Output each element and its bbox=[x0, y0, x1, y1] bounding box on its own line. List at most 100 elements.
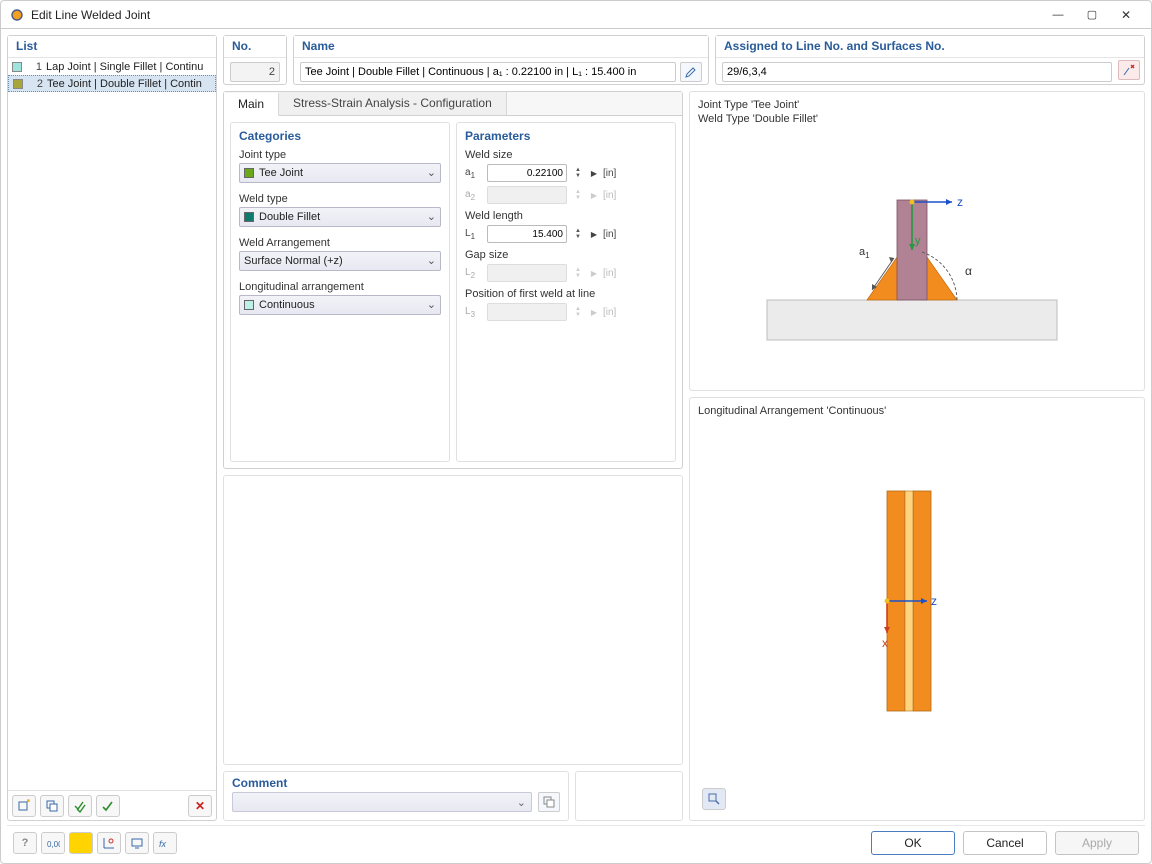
new-item-button[interactable] bbox=[12, 795, 36, 817]
joint-type-select[interactable]: Tee Joint bbox=[239, 163, 441, 183]
blank-panel bbox=[223, 475, 683, 765]
pick-line-button[interactable] bbox=[1118, 60, 1140, 80]
weld-type-select[interactable]: Double Fillet bbox=[239, 207, 441, 227]
parameters-group: Parameters Weld size a1 ▲▼ ▶ [in] bbox=[456, 122, 676, 462]
minimize-button[interactable] bbox=[1041, 4, 1075, 26]
swatch-icon bbox=[244, 168, 254, 178]
swatch-icon bbox=[12, 62, 22, 72]
pick-button[interactable] bbox=[97, 832, 121, 854]
categories-title: Categories bbox=[239, 129, 441, 143]
cancel-button[interactable]: Cancel bbox=[963, 831, 1047, 855]
right-column: No. Name Assigned to Line No. and bbox=[223, 35, 1145, 821]
small-blank-panel bbox=[575, 771, 683, 821]
weld-arrangement-label: Weld Arrangement bbox=[239, 237, 441, 249]
no-panel: No. bbox=[223, 35, 287, 85]
no-label: No. bbox=[224, 36, 286, 58]
joint-preview-line1: Joint Type 'Tee Joint' bbox=[698, 98, 1136, 112]
comment-library-button[interactable] bbox=[538, 792, 560, 812]
L3-input bbox=[487, 303, 567, 321]
tab-main[interactable]: Main bbox=[224, 93, 279, 116]
a1-input[interactable] bbox=[487, 164, 567, 182]
comment-select[interactable] bbox=[232, 792, 532, 812]
y-axis-label: y bbox=[915, 235, 921, 247]
name-panel: Name bbox=[293, 35, 709, 85]
edit-name-button[interactable] bbox=[680, 62, 702, 82]
titlebar: Edit Line Welded Joint bbox=[0, 0, 1152, 28]
tabs: Main Stress-Strain Analysis - Configurat… bbox=[224, 92, 682, 116]
maximize-button[interactable] bbox=[1075, 4, 1109, 26]
preview-column: Joint Type 'Tee Joint' Weld Type 'Double… bbox=[689, 91, 1145, 821]
joint-preview-line2: Weld Type 'Double Fillet' bbox=[698, 112, 1136, 126]
close-button[interactable] bbox=[1109, 4, 1143, 26]
dialog-frame: List 1 Lap Joint | Single Fillet | Conti… bbox=[0, 28, 1152, 864]
swatch-icon bbox=[244, 300, 254, 310]
L3-play-icon: ▶ bbox=[589, 308, 599, 317]
weld-length-label: Weld length bbox=[465, 210, 667, 222]
copy-item-button[interactable] bbox=[40, 795, 64, 817]
units-button[interactable]: 0,00 bbox=[41, 832, 65, 854]
x-axis-label: x bbox=[882, 636, 888, 650]
middle-column: Main Stress-Strain Analysis - Configurat… bbox=[223, 91, 683, 821]
a2-spinner: ▲▼ bbox=[571, 186, 585, 204]
L1-play-icon[interactable]: ▶ bbox=[589, 230, 599, 239]
help-button[interactable]: ? bbox=[13, 832, 37, 854]
a1-label: a1 bbox=[465, 167, 483, 180]
z-axis-label: z bbox=[957, 195, 963, 209]
delete-button[interactable]: ✕ bbox=[188, 795, 212, 817]
swatch-icon bbox=[13, 79, 23, 89]
tab-stress-strain[interactable]: Stress-Strain Analysis - Configuration bbox=[279, 92, 507, 115]
unit-label: [in] bbox=[603, 229, 616, 240]
assigned-field[interactable] bbox=[722, 62, 1112, 82]
name-label: Name bbox=[294, 36, 708, 58]
list-toolbar: ✕ bbox=[8, 790, 216, 820]
longitudinal-preview-title: Longitudinal Arrangement 'Continuous' bbox=[698, 404, 1136, 418]
unit-label: [in] bbox=[603, 307, 616, 318]
check-button[interactable] bbox=[96, 795, 120, 817]
weld-size-label: Weld size bbox=[465, 149, 667, 161]
list-header: List bbox=[8, 36, 216, 58]
window-title: Edit Line Welded Joint bbox=[31, 8, 150, 22]
weld-arrangement-select[interactable]: Surface Normal (+z) bbox=[239, 251, 441, 271]
L1-spinner[interactable]: ▲▼ bbox=[571, 225, 585, 243]
position-first-weld-label: Position of first weld at line bbox=[465, 288, 667, 300]
joint-diagram: z y a1 bbox=[698, 126, 1136, 384]
weld-arrangement-value: Surface Normal (+z) bbox=[244, 255, 343, 267]
categories-group: Categories Joint type Tee Joint Weld typ… bbox=[230, 122, 450, 462]
L1-input[interactable] bbox=[487, 225, 567, 243]
a2-label: a2 bbox=[465, 189, 483, 202]
apply-button: Apply bbox=[1055, 831, 1139, 855]
longitudinal-label: Longitudinal arrangement bbox=[239, 281, 441, 293]
svg-text:fx: fx bbox=[159, 839, 167, 849]
z-axis-label: z bbox=[931, 594, 937, 608]
a1-play-icon[interactable]: ▶ bbox=[589, 169, 599, 178]
list-item-label: Lap Joint | Single Fillet | Continu bbox=[46, 61, 203, 73]
list-item-num: 2 bbox=[27, 78, 43, 90]
script-button[interactable]: fx bbox=[153, 832, 177, 854]
svg-text:0,00: 0,00 bbox=[47, 840, 60, 849]
color-button[interactable] bbox=[69, 832, 93, 854]
assigned-label: Assigned to Line No. and Surfaces No. bbox=[716, 36, 1144, 58]
ok-button[interactable]: OK bbox=[871, 831, 955, 855]
name-field[interactable] bbox=[300, 62, 676, 82]
joint-preview-panel: Joint Type 'Tee Joint' Weld Type 'Double… bbox=[689, 91, 1145, 391]
list-item[interactable]: 2 Tee Joint | Double Fillet | Contin bbox=[8, 75, 216, 92]
joint-type-label: Joint type bbox=[239, 149, 441, 161]
zoom-fit-button[interactable] bbox=[702, 788, 726, 810]
L2-label: L2 bbox=[465, 267, 483, 280]
assigned-panel: Assigned to Line No. and Surfaces No. bbox=[715, 35, 1145, 85]
app-icon bbox=[9, 7, 25, 23]
longitudinal-select[interactable]: Continuous bbox=[239, 295, 441, 315]
alpha-label: α bbox=[965, 264, 972, 278]
a2-input bbox=[487, 186, 567, 204]
list-item[interactable]: 1 Lap Joint | Single Fillet | Continu bbox=[8, 58, 216, 75]
view-button[interactable] bbox=[125, 832, 149, 854]
svg-text:a1: a1 bbox=[859, 246, 870, 260]
check-all-button[interactable] bbox=[68, 795, 92, 817]
a1-spinner[interactable]: ▲▼ bbox=[571, 164, 585, 182]
unit-label: [in] bbox=[603, 168, 616, 179]
unit-label: [in] bbox=[603, 190, 616, 201]
L2-play-icon: ▶ bbox=[589, 269, 599, 278]
list-content[interactable]: 1 Lap Joint | Single Fillet | Continu 2 … bbox=[8, 58, 216, 790]
list-item-num: 1 bbox=[26, 61, 42, 73]
gap-size-label: Gap size bbox=[465, 249, 667, 261]
